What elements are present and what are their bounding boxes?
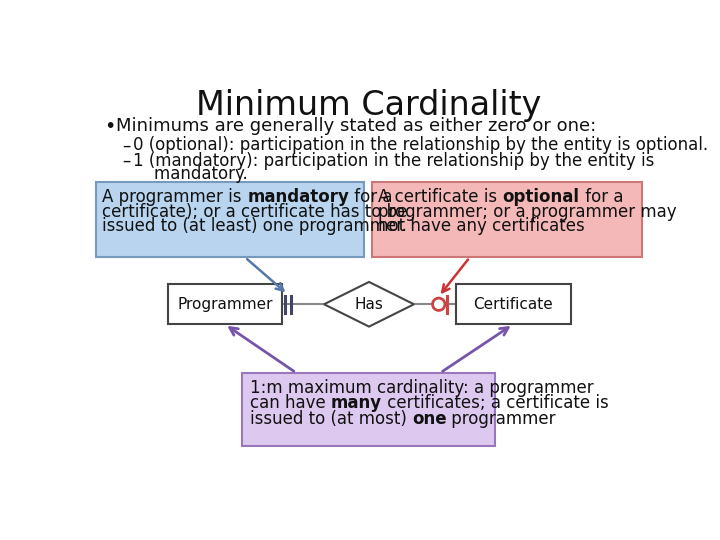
Text: for a: for a (580, 188, 624, 206)
Text: Programmer: Programmer (177, 297, 273, 312)
FancyBboxPatch shape (168, 284, 282, 325)
Text: can have: can have (250, 394, 330, 413)
Text: –: – (122, 137, 131, 154)
Circle shape (433, 298, 445, 310)
Text: mandatory.: mandatory. (133, 165, 248, 183)
FancyBboxPatch shape (456, 284, 570, 325)
FancyBboxPatch shape (96, 182, 364, 257)
Text: one: one (412, 410, 446, 428)
Text: 1 (mandatory): participation in the relationship by the entity is: 1 (mandatory): participation in the rela… (133, 152, 654, 170)
Text: for a: for a (349, 188, 392, 206)
Text: Has: Has (354, 297, 384, 312)
Text: programmer: programmer (446, 410, 556, 428)
Text: –: – (122, 152, 131, 170)
FancyBboxPatch shape (372, 182, 642, 257)
Text: 1:m maximum cardinality: a programmer: 1:m maximum cardinality: a programmer (250, 379, 593, 397)
Text: certificate); or a certificate has to be: certificate); or a certificate has to be (102, 202, 408, 221)
Text: Certificate: Certificate (473, 297, 553, 312)
Text: optional: optional (503, 188, 580, 206)
FancyBboxPatch shape (242, 373, 495, 446)
Text: mandatory: mandatory (247, 188, 349, 206)
Text: certificates; a certificate is: certificates; a certificate is (382, 394, 608, 413)
Text: issued to (at most): issued to (at most) (250, 410, 412, 428)
Text: A programmer is: A programmer is (102, 188, 247, 206)
Text: •: • (104, 117, 115, 136)
Text: issued to (at least) one programmer.: issued to (at least) one programmer. (102, 217, 408, 235)
Text: not have any certificates: not have any certificates (378, 217, 585, 235)
Text: 0 (optional): participation in the relationship by the entity is optional.: 0 (optional): participation in the relat… (133, 137, 708, 154)
Text: Minimum Cardinality: Minimum Cardinality (197, 90, 541, 123)
Text: many: many (330, 394, 382, 413)
Text: programmer; or a programmer may: programmer; or a programmer may (378, 202, 677, 221)
Text: A certificate is: A certificate is (378, 188, 503, 206)
Polygon shape (324, 282, 414, 327)
Text: Minimums are generally stated as either zero or one:: Minimums are generally stated as either … (117, 117, 597, 135)
